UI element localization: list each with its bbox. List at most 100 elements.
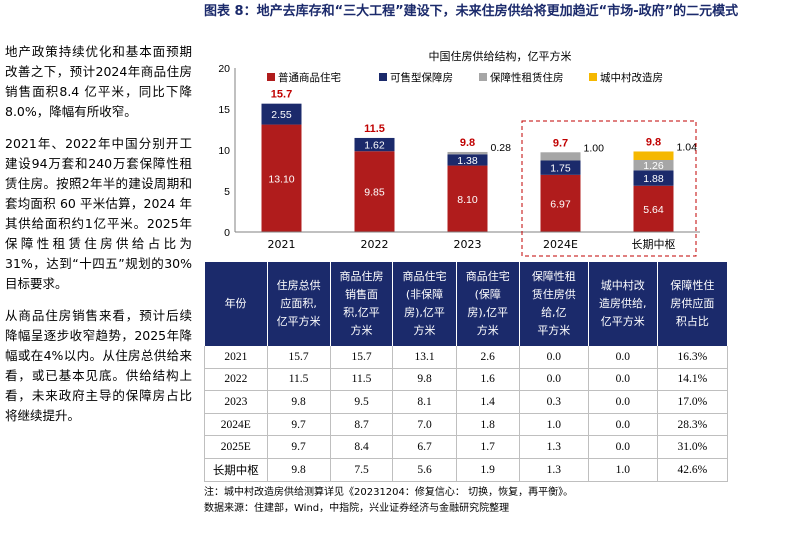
chart-title: 中国住房供给结构，亿平方米	[429, 49, 572, 63]
bar-segment	[633, 170, 674, 186]
bar-segment	[540, 174, 581, 232]
column-header-line: (保障	[474, 288, 501, 301]
table-cell: 31.0%	[657, 435, 729, 459]
table-cell: 1.3	[519, 458, 589, 482]
column-header-line: 房),亿平	[404, 306, 445, 319]
data-label: 1.00	[584, 142, 605, 154]
table-cell: 5.6	[392, 458, 457, 482]
table-cell: 9.8	[267, 390, 331, 414]
table-cell: 13.1	[392, 346, 457, 369]
bar-segment	[261, 124, 302, 232]
table-cell: 0.0	[519, 346, 589, 369]
table-note: 注：城中村改造房供给测算详见《20231204：修复信心： 切换，恢复，再平衡》…	[204, 487, 574, 498]
legend-label: 可售型保障房	[390, 71, 453, 84]
data-label: 5.64	[643, 204, 664, 216]
legend-swatch	[267, 73, 275, 81]
bar-segment	[633, 160, 674, 171]
table-cell: 0.0	[588, 390, 658, 414]
total-label: 9.8	[460, 137, 475, 149]
table-cell: 0.3	[519, 390, 589, 414]
table-cell: 1.6	[456, 368, 520, 392]
x-tick-label: 2024E	[543, 238, 578, 251]
column-header: 保障性住 房供应面 积占比	[657, 262, 729, 346]
column-header-line: 亿平方米	[600, 315, 645, 328]
data-label: 8.10	[457, 194, 478, 206]
bar-segment	[633, 151, 674, 161]
column-header-line: 造房供给,	[599, 297, 647, 310]
data-label: 1.75	[550, 163, 571, 175]
y-tick-label: 10	[218, 145, 230, 157]
table-row: 2023 9.8 9.5 8.1 1.4 0.3 0.0 17.0%	[204, 390, 729, 414]
data-label: 9.85	[364, 187, 385, 199]
y-tick-label: 20	[218, 63, 230, 75]
bar-segment	[633, 185, 674, 232]
y-tick-label: 5	[224, 186, 230, 198]
housing-supply-chart: 中国住房供给结构，亿平方米 普通商品住宅 可售型保障房 保障性租赁住房 城中村改造房 …	[205, 40, 710, 260]
legend-label: 普通商品住宅	[278, 71, 341, 84]
column-header-line: 保障性租	[531, 270, 576, 283]
table-cell: 9.5	[330, 390, 394, 414]
table-cell: 16.3%	[657, 346, 729, 369]
column-header: 住房总供 应面积, 亿平方米	[267, 262, 331, 346]
table-cell: 9.8	[267, 458, 331, 482]
table-row: 2024E 9.7 8.7 7.0 1.8 1.0 0.0 28.3%	[204, 413, 729, 437]
left-commentary: 地产政策持续优化和基本面预期改善之下，预计2024年商品住房销售面积8.4 亿平…	[5, 42, 192, 438]
column-header-line: 城中村改	[600, 279, 645, 292]
table-row: 2021 15.7 15.7 13.1 2.6 0.0 0.0 16.3%	[204, 346, 729, 369]
column-header-line: 房),亿平	[467, 306, 509, 319]
table-cell: 7.0	[392, 413, 457, 437]
table-cell: 28.3%	[657, 413, 729, 437]
column-header: 商品住房 销售面 积,亿平 方米	[330, 262, 394, 346]
column-header: 年份	[204, 262, 268, 346]
figure-title: 图表 8：地产去库存和“三大工程”建设下，未来住房供给将更加趋近“市场-政府”的…	[204, 4, 739, 19]
table-cell: 1.7	[456, 435, 520, 459]
table-cell: 2025E	[204, 435, 268, 459]
bar-segment	[447, 165, 488, 232]
bar-segment	[540, 160, 581, 175]
column-header-line: 方米	[350, 324, 373, 337]
table-cell: 2023	[204, 390, 268, 414]
legend-swatch	[379, 73, 387, 81]
total-label: 15.7	[271, 89, 292, 101]
table-header-row: 年份 住房总供 应面积, 亿平方米 商品住房 销售面 积,亿平 方米 商品住宅 (非保障 房),亿平…	[204, 262, 729, 346]
supply-data-table: 年份 住房总供 应面积, 亿平方米 商品住房 销售面 积,亿平 方米 商品住宅 (非保障 房),亿平…	[204, 262, 729, 482]
column-header-line: 商品住宅	[465, 270, 510, 283]
bar-segment	[447, 154, 488, 166]
table-cell: 11.5	[267, 368, 331, 392]
table-cell: 6.7	[392, 435, 457, 459]
data-label: 1.38	[457, 155, 478, 167]
column-header-line: 商品住宅	[402, 270, 447, 283]
table-row: 2022 11.5 11.5 9.8 1.6 0.0 0.0 14.1%	[204, 368, 729, 392]
table-cell: 2.6	[456, 346, 520, 369]
x-tick-label: 2023	[454, 238, 482, 251]
x-tick-label: 长期中枢	[632, 237, 676, 251]
highlight-box	[521, 120, 697, 257]
bar-segment	[261, 103, 302, 125]
chart-bars: 13.10 2.55 15.7 9.85 1.62 11.5 8.10 1.38 0.28 9.8…	[261, 89, 697, 232]
data-label: 2.55	[271, 109, 292, 121]
total-label: 9.7	[553, 137, 568, 149]
bar-segment	[354, 137, 395, 152]
chart-svg: 中国住房供给结构，亿平方米 普通商品住宅 可售型保障房 保障性租赁住房 城中村改造房 …	[218, 49, 700, 257]
table-cell: 0.0	[588, 368, 658, 392]
table-cell: 1.8	[456, 413, 520, 437]
table-cell: 1.4	[456, 390, 520, 414]
column-header-line: 赁住房供	[531, 288, 576, 301]
table-cell: 11.5	[330, 368, 394, 392]
column-header-line: 给,亿	[541, 306, 567, 319]
table-cell: 9.7	[267, 435, 331, 459]
table-row: 长期中枢 9.8 7.5 5.6 1.9 1.3 1.0 42.6%	[204, 458, 729, 482]
column-header-line: 平方米	[537, 324, 571, 337]
column-header-line: 年份	[224, 297, 247, 310]
column-header-line: 商品住房	[339, 270, 384, 283]
table-cell: 9.7	[267, 413, 331, 437]
bar-segment	[540, 152, 581, 161]
column-header-line: 房供应面	[670, 297, 715, 310]
y-tick-label: 0	[224, 227, 230, 239]
column-header-line: 应面积,	[280, 297, 317, 310]
table-cell: 0.0	[588, 435, 658, 459]
table-cell: 2024E	[204, 413, 268, 437]
legend-swatch	[589, 73, 597, 81]
table-cell: 8.7	[330, 413, 394, 437]
table-row: 2025E 9.7 8.4 6.7 1.7 1.3 0.0 31.0%	[204, 435, 729, 459]
